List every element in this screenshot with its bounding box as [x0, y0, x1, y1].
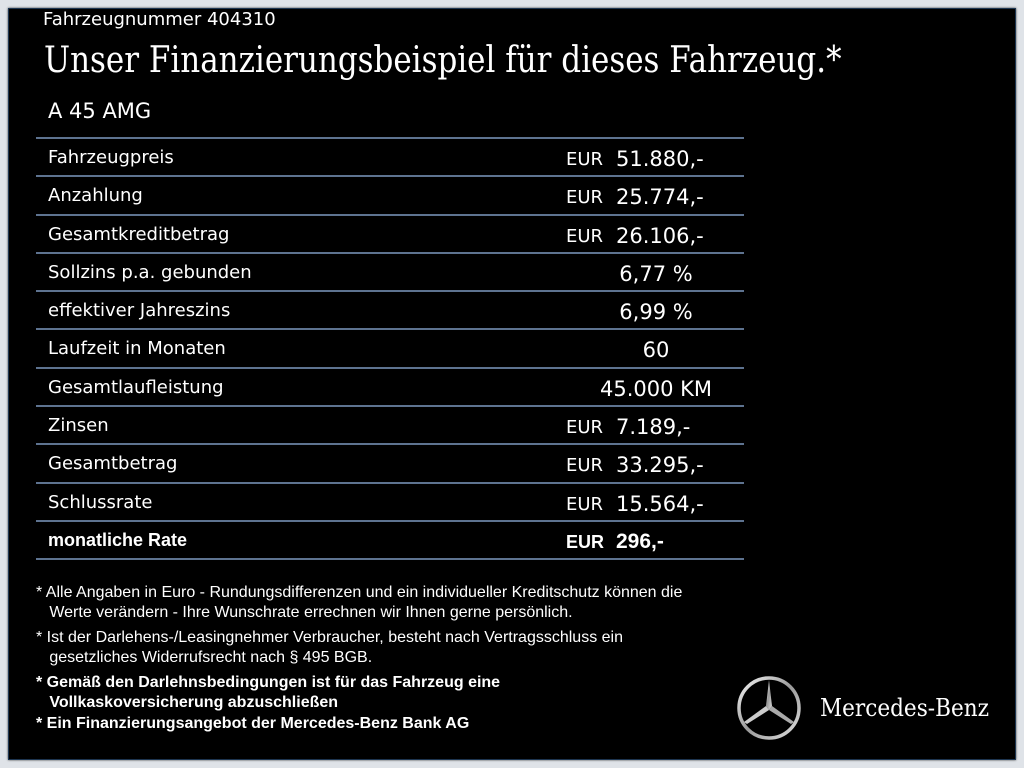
- row-value: 6,99 %: [619, 300, 693, 325]
- row-label: Schlussrate: [48, 491, 153, 513]
- row-value: 26.106,-: [616, 223, 704, 248]
- table-row: Zinsen EUR 7.189,-: [36, 405, 744, 443]
- table-row: Sollzins p.a. gebunden 6,77 %: [36, 251, 744, 290]
- row-value: 6,77 %: [619, 261, 693, 286]
- table-row: Gesamtlaufleistung 45.000 KM: [36, 366, 744, 405]
- table-row: Gesamtkreditbetrag EUR 26.106,-: [36, 213, 744, 252]
- financing-panel: [8, 8, 1016, 760]
- row-value: 25.774,-: [616, 185, 704, 210]
- row-value: 51.880,-: [616, 147, 704, 171]
- table-row: Gesamtbetrag EUR 33.295,-: [36, 443, 744, 481]
- row-label: Gesamtkreditbetrag: [48, 223, 230, 245]
- table-row: Laufzeit in Monaten 60: [36, 328, 744, 366]
- row-label: Sollzins p.a. gebunden: [48, 261, 252, 283]
- row-label: Gesamtbetrag: [48, 453, 178, 475]
- table-row: Anzahlung EUR 25.774,-: [36, 175, 744, 213]
- row-label: Laufzeit in Monaten: [48, 338, 226, 360]
- vehicle-number: Fahrzeugnummer 404310: [43, 9, 276, 30]
- row-label: effektiver Jahreszins: [48, 300, 231, 322]
- row-value: 7.189,-: [616, 415, 691, 440]
- table-row: monatliche Rate EUR 296,-: [36, 519, 744, 561]
- footnote: * Gemäß den Darlehnsbedingungen ist für …: [36, 674, 501, 711]
- financing-table: Fahrzeugpreis EUR 51.880,- Anzahlung EUR 25.7…: [36, 137, 744, 561]
- page-title: Unser Finanzierungsbeispiel für dieses F…: [44, 40, 842, 81]
- row-value: 60: [642, 338, 670, 363]
- table-row: Schlussrate EUR 15.564,-: [36, 481, 744, 520]
- footnote: * Alle Angaben in Euro - Rundungsdiffere…: [36, 584, 683, 621]
- footnote: * Ein Finanzierungsangebot der Mercedes-…: [36, 715, 470, 732]
- row-label: Anzahlung: [48, 185, 143, 207]
- row-label: Fahrzeugpreis: [48, 147, 174, 168]
- brand-name: Mercedes-Benz: [820, 694, 990, 722]
- row-value: 296,-: [616, 529, 664, 553]
- row-label: monatliche Rate: [48, 529, 188, 550]
- footnotes: * Alle Angaben in Euro - Rundungsdiffere…: [36, 583, 682, 735]
- row-value: 33.295,-: [616, 453, 704, 478]
- row-value: 15.564,-: [616, 491, 704, 516]
- row-currency: EUR: [566, 455, 604, 477]
- row-currency: EUR: [566, 187, 604, 209]
- footnote: * Ist der Darlehens-/Leasingnehmer Verbr…: [36, 629, 623, 666]
- row-label: Gesamtlaufleistung: [48, 376, 224, 398]
- row-currency: EUR: [566, 531, 605, 552]
- row-value: 45.000 KM: [599, 376, 713, 401]
- brand-logo: Mercedes-Benz: [736, 675, 1008, 741]
- row-currency: EUR: [566, 493, 604, 515]
- table-row: Fahrzeugpreis EUR 51.880,-: [36, 137, 744, 175]
- row-currency: EUR: [566, 225, 604, 247]
- row-label: Zinsen: [48, 415, 109, 437]
- table-row: effektiver Jahreszins 6,99 %: [36, 290, 744, 328]
- mercedes-star-icon: [737, 676, 801, 740]
- row-currency: EUR: [566, 417, 604, 439]
- row-currency: EUR: [566, 149, 604, 170]
- vehicle-model: A 45 AMG: [48, 99, 152, 123]
